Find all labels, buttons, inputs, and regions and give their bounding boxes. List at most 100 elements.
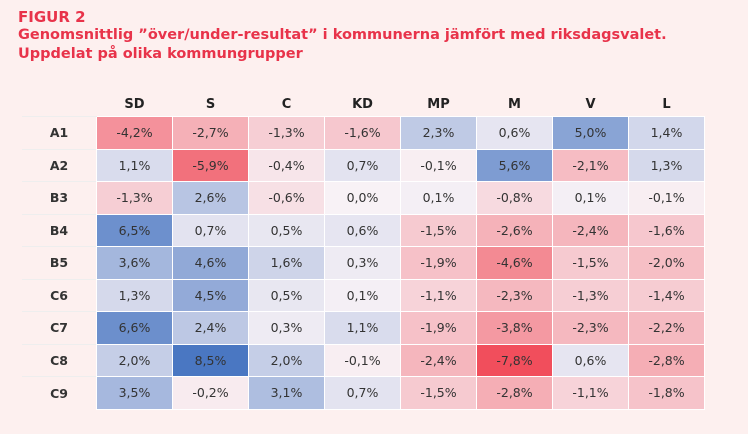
heatmap-cell-b3-m: -0,8% (476, 181, 553, 215)
column-header-c: C (281, 96, 292, 112)
column-header-l: L (662, 96, 671, 112)
row-label-b3: B3 (22, 181, 97, 214)
heatmap-cell-b5-sd: 3,6% (96, 246, 173, 280)
figure-label: FIGUR 2 (18, 8, 86, 26)
heatmap-cell-c6-c: 0,5% (248, 278, 325, 312)
heatmap-cell-b5-kd: 0,3% (324, 246, 401, 280)
column-header-sd: SD (124, 96, 145, 112)
heatmap-cell-b4-v: -2,4% (552, 213, 629, 247)
heatmap-cell-b5-m: -4,6% (476, 246, 553, 280)
heatmap-cell-c9-c: 3,1% (248, 376, 325, 410)
heatmap-cell-c8-m: -7,8% (476, 343, 553, 377)
heatmap-cell-c6-sd: 1,3% (96, 278, 173, 312)
row-label-c6: C6 (22, 278, 97, 312)
figure-subtitle-line2: Uppdelat på olika kommungrupper (18, 46, 303, 62)
heatmap-cell-c8-c: 2,0% (248, 343, 325, 377)
table-row-b5: B5 3,6% 4,6% 1,6% 0,3% -1,9% -4,6% -1,5% -2,0% (22, 246, 705, 280)
table-row-b3: B3 -1,3% 2,6% -0,6% 0,0% 0,1% -0,8% 0,1% -0,1% (22, 181, 705, 215)
heatmap-cell-c7-c: 0,3% (248, 311, 325, 345)
heatmap-cell-c7-mp: -1,9% (400, 311, 477, 345)
heatmap-cell-b4-mp: -1,5% (400, 213, 477, 247)
row-label-c8: C8 (22, 343, 97, 377)
heatmap-cell-c6-m: -2,3% (476, 278, 553, 312)
heatmap-cell-c6-mp: -1,1% (400, 278, 477, 312)
heatmap-cell-b4-s: 0,7% (172, 213, 249, 247)
heatmap-cell-a1-c: -1,3% (248, 116, 325, 150)
heatmap-cell-c7-kd: 1,1% (324, 311, 401, 345)
column-header-m: M (508, 96, 521, 112)
heatmap-cell-c7-sd: 6,6% (96, 311, 173, 345)
heatmap-cell-c9-sd: 3,5% (96, 376, 173, 410)
heatmap-cell-b3-mp: 0,1% (400, 181, 477, 215)
heatmap-cell-b3-kd: 0,0% (324, 181, 401, 215)
heatmap-cell-c7-m: -3,8% (476, 311, 553, 345)
column-header-v: V (585, 96, 596, 112)
heatmap-cell-b3-l: -0,1% (628, 181, 705, 215)
figure-title-block: FIGUR 2 Genomsnittlig ”över/under-result… (18, 8, 667, 64)
row-label-b5: B5 (22, 246, 97, 279)
heatmap-cell-c6-kd: 0,1% (324, 278, 401, 312)
figure-subtitle-line1: Genomsnittlig ”över/under-resultat” i ko… (18, 27, 667, 43)
heatmap-cell-b5-c: 1,6% (248, 246, 325, 280)
heatmap-cell-a2-l: 1,3% (628, 148, 705, 182)
column-header-row: SD S C KD MP M V L (22, 92, 705, 117)
heatmap-cell-a2-c: -0,4% (248, 148, 325, 182)
heatmap-cell-c6-v: -1,3% (552, 278, 629, 312)
heatmap-cell-b4-kd: 0,6% (324, 213, 401, 247)
heatmap-cell-c9-v: -1,1% (552, 376, 629, 410)
table-row-c8: C8 2,0% 8,5% 2,0% -0,1% -2,4% -7,8% 0,6% -2,8% (22, 343, 705, 377)
column-header-s: S (205, 96, 216, 112)
heatmap-cell-c6-s: 4,5% (172, 278, 249, 312)
row-label-c9: C9 (22, 376, 97, 409)
heatmap-cell-b5-mp: -1,9% (400, 246, 477, 280)
heatmap-cell-a1-s: -2,7% (172, 116, 249, 150)
heatmap-cell-b5-l: -2,0% (628, 246, 705, 280)
heatmap-cell-a2-mp: -0,1% (400, 148, 477, 182)
heatmap-cell-a1-l: 1,4% (628, 116, 705, 150)
heatmap-cell-c9-s: -0,2% (172, 376, 249, 410)
table-row-c6: C6 1,3% 4,5% 0,5% 0,1% -1,1% -2,3% -1,3% -1,4% (22, 278, 705, 312)
heatmap-cell-c6-l: -1,4% (628, 278, 705, 312)
heatmap-body: A1 -4,2% -2,7% -1,3% -1,6% 2,3% 0,6% 5,0% 1,4% A2… (22, 116, 705, 410)
heatmap-cell-b3-s: 2,6% (172, 181, 249, 215)
heatmap-cell-a1-sd: -4,2% (96, 116, 173, 150)
heatmap-cell-a1-m: 0,6% (476, 116, 553, 150)
heatmap-cell-b3-v: 0,1% (552, 181, 629, 215)
heatmap-cell-c7-v: -2,3% (552, 311, 629, 345)
heatmap-cell-c8-s: 8,5% (172, 343, 249, 377)
heatmap-cell-a2-s: -5,9% (172, 148, 249, 182)
heatmap-cell-b4-sd: 6,5% (96, 213, 173, 247)
heatmap-cell-a2-kd: 0,7% (324, 148, 401, 182)
heatmap-cell-a1-mp: 2,3% (400, 116, 477, 150)
heatmap-cell-a2-sd: 1,1% (96, 148, 173, 182)
row-label-a1: A1 (22, 116, 97, 149)
heatmap-cell-c8-mp: -2,4% (400, 343, 477, 377)
heatmap-cell-c7-s: 2,4% (172, 311, 249, 345)
heatmap-cell-c9-l: -1,8% (628, 376, 705, 410)
corner-cell (22, 92, 97, 117)
heatmap-cell-b3-sd: -1,3% (96, 181, 173, 215)
heatmap-cell-a2-v: -2,1% (552, 148, 629, 182)
table-row-a2: A2 1,1% -5,9% -0,4% 0,7% -0,1% 5,6% -2,1% 1,3% (22, 148, 705, 182)
heatmap-cell-b4-c: 0,5% (248, 213, 325, 247)
heatmap-cell-b4-m: -2,6% (476, 213, 553, 247)
row-label-c7: C7 (22, 311, 97, 344)
heatmap-cell-c8-l: -2,8% (628, 343, 705, 377)
heatmap-cell-b4-l: -1,6% (628, 213, 705, 247)
row-label-a2: A2 (22, 148, 97, 182)
heatmap-cell-a2-m: 5,6% (476, 148, 553, 182)
heatmap-cell-c9-mp: -1,5% (400, 376, 477, 410)
heatmap-cell-b3-c: -0,6% (248, 181, 325, 215)
heatmap-cell-c7-l: -2,2% (628, 311, 705, 345)
heatmap-cell-c8-v: 0,6% (552, 343, 629, 377)
heatmap-cell-c9-m: -2,8% (476, 376, 553, 410)
heatmap-cell-b5-s: 4,6% (172, 246, 249, 280)
heatmap-cell-c8-sd: 2,0% (96, 343, 173, 377)
heatmap-table: SD S C KD MP M V L A1 -4,2% -2,7% -1,3% -1,6% 2,3% 0,… (22, 92, 705, 410)
table-row-b4: B4 6,5% 0,7% 0,5% 0,6% -1,5% -2,6% -2,4% -1,6% (22, 213, 705, 247)
heatmap-cell-c9-kd: 0,7% (324, 376, 401, 410)
table-row-a1: A1 -4,2% -2,7% -1,3% -1,6% 2,3% 0,6% 5,0% 1,4% (22, 116, 705, 150)
heatmap-cell-a1-v: 5,0% (552, 116, 629, 150)
column-header-kd: KD (352, 96, 373, 112)
heatmap-cell-b5-v: -1,5% (552, 246, 629, 280)
